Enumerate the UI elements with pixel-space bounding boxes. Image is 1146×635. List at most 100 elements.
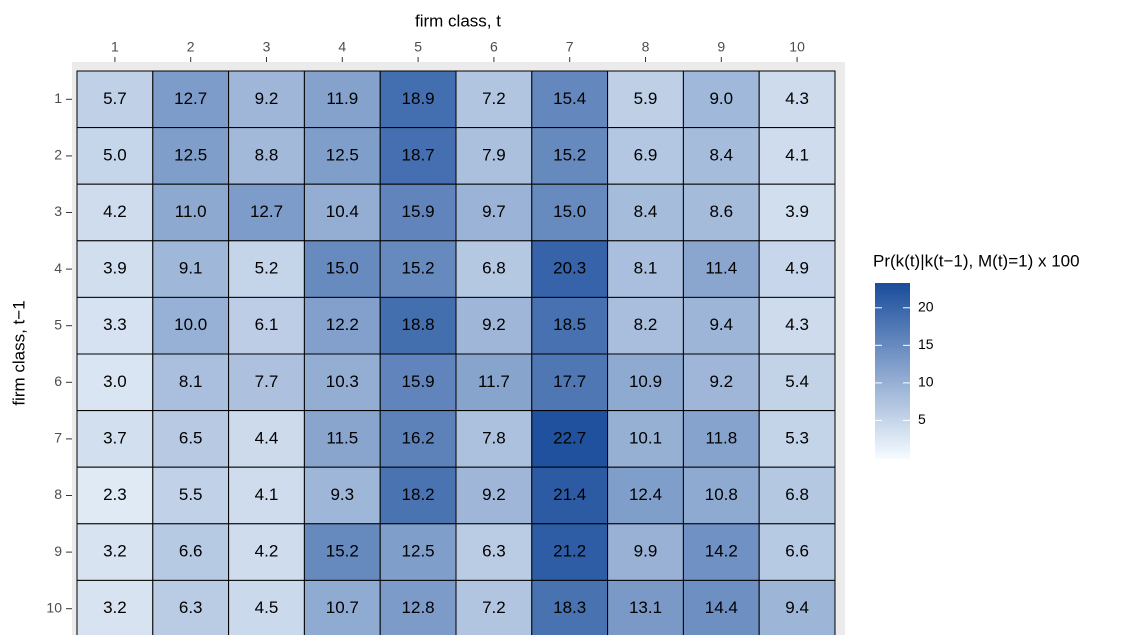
cell-label: 3.2 [103,542,127,561]
cell-label: 11.7 [478,372,510,391]
y-tick-label: 10 [46,599,62,615]
cell [607,353,684,412]
colorbar-segment [875,420,910,424]
y-tick-label: 9 [54,543,62,559]
cell [758,70,836,129]
cell-label: 9.7 [482,202,506,221]
cell-label: 4.1 [255,485,279,504]
cell-label: 2.3 [103,485,127,504]
cell [379,579,457,635]
colorbar-segment [875,402,910,406]
cell [76,183,154,242]
cell [379,410,457,468]
colorbar-segment [875,341,910,345]
cell [303,183,381,242]
cell-label: 14.2 [705,542,738,561]
cell-label: 16.2 [402,428,435,447]
colorbar-segment [875,414,910,418]
cell [607,410,684,468]
cell [758,127,836,185]
colorbar-segment [875,399,910,404]
cell-label: 8.6 [709,202,733,221]
cell-label: 12.5 [326,145,359,164]
cell [228,183,305,242]
cell [76,579,154,635]
y-tick-label: 8 [54,486,62,502]
cell-label: 4.9 [785,259,809,278]
cell-label: 13.1 [629,598,662,617]
colorbar-segment [875,335,910,339]
colorbar-segment [875,315,910,319]
cell-label: 7.2 [482,89,506,108]
colorbar-segment [875,288,910,293]
cell [228,296,305,355]
cell [607,466,684,525]
cell-label: 10.8 [705,485,738,504]
cell-label: 4.3 [785,89,809,108]
cell-label: 6.3 [179,598,203,617]
colorbar-segment [875,411,910,415]
cell [152,579,230,635]
cell [455,183,533,242]
cell [152,410,230,468]
cell [758,240,836,298]
colorbar-segment [875,455,910,459]
cell [76,70,154,129]
cell-label: 9.2 [482,485,506,504]
cell [682,70,760,129]
cell-label: 21.4 [553,485,586,504]
y-tick-label: 2 [54,147,62,163]
x-tick-label: 8 [642,39,650,55]
colorbar-segment [875,283,910,287]
cell [228,410,305,468]
cell [758,466,836,525]
cell-label: 8.8 [255,145,279,164]
cell [758,353,836,412]
cell-label: 12.8 [402,598,435,617]
colorbar-segment [875,347,910,351]
cell-label: 12.5 [174,145,207,164]
cell [152,70,230,129]
colorbar-segment [875,405,910,409]
cell [682,410,760,468]
colorbar-segment [875,312,910,316]
colorbar-segment [875,338,910,342]
cell-label: 5.0 [103,145,127,164]
cell [76,523,154,581]
cell-label: 10.9 [629,372,662,391]
cell-label: 4.3 [785,315,809,334]
colorbar-segment [875,350,910,354]
cell-label: 11.5 [326,428,358,447]
cell-label: 6.6 [785,542,809,561]
x-tick-label: 1 [111,39,119,55]
colorbar-segment [875,297,910,301]
cell [455,523,533,581]
cell [531,523,609,581]
colorbar-label: 20 [918,298,934,314]
cell [455,127,533,185]
cell-label: 5.2 [255,259,279,278]
cell [607,127,684,185]
cell [682,127,760,185]
cell [607,296,684,355]
cell-label: 4.2 [255,542,279,561]
cell-label: 18.3 [553,598,586,617]
y-tick-label: 7 [54,430,62,446]
cell [682,579,760,635]
cell [228,466,305,525]
cell-label: 15.2 [326,542,359,561]
cell [455,240,533,298]
colorbar-segment [875,446,910,450]
colorbar-segment [875,396,910,401]
x-tick-label: 3 [263,39,271,55]
cell [531,296,609,355]
colorbar-segment [875,390,910,395]
x-tick-label: 9 [717,39,725,55]
cell-label: 3.9 [785,202,809,221]
cell-label: 3.3 [103,315,127,334]
colorbar-segment [875,367,910,371]
cells: 5.7 12.7 9.2 11.9 18.9 7.2 15.4 5.9 9.0 4.3 5.0 12.… [76,70,836,635]
cell-label: 15.0 [553,202,586,221]
cell-label: 10.7 [326,598,359,617]
cell [607,240,684,298]
